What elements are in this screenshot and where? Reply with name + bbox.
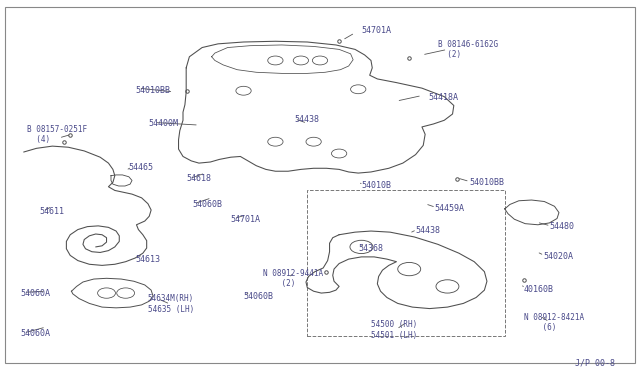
Text: 54701A: 54701A [231, 215, 260, 224]
Text: 54010BB: 54010BB [135, 86, 170, 94]
Text: 54459A: 54459A [435, 203, 465, 213]
Text: 54060B: 54060B [193, 200, 223, 209]
Text: B 08146-6162G
  (2): B 08146-6162G (2) [438, 40, 498, 59]
Text: 54400M: 54400M [148, 119, 178, 128]
Text: B 08157-0251F
  (4): B 08157-0251F (4) [27, 125, 87, 144]
Text: 54010BB: 54010BB [470, 178, 505, 187]
Text: 54060A: 54060A [20, 289, 51, 298]
Text: 54465: 54465 [129, 163, 154, 172]
Text: 54060B: 54060B [244, 292, 273, 301]
Text: N 08912-9441A
    (2): N 08912-9441A (2) [262, 269, 323, 288]
Text: 54438: 54438 [415, 226, 440, 235]
Text: N 08912-8421A
    (6): N 08912-8421A (6) [524, 313, 584, 332]
Text: 54368: 54368 [358, 244, 383, 253]
Text: 54701A: 54701A [362, 26, 392, 35]
Text: 54480: 54480 [549, 222, 575, 231]
Text: J/P 00-8: J/P 00-8 [575, 359, 615, 368]
Text: 54010B: 54010B [362, 182, 392, 190]
Text: 54060A: 54060A [20, 329, 51, 338]
Text: 54020A: 54020A [543, 251, 573, 261]
Text: 54438: 54438 [294, 115, 319, 124]
Text: 54611: 54611 [40, 207, 65, 217]
Text: 54500 (RH)
54501 (LH): 54500 (RH) 54501 (LH) [371, 320, 417, 340]
Text: 54613: 54613 [135, 255, 160, 264]
Text: 54418A: 54418A [428, 93, 458, 102]
Text: 54634M(RH)
54635 (LH): 54634M(RH) 54635 (LH) [148, 295, 194, 314]
Text: 40160B: 40160B [524, 285, 554, 294]
Text: 54618: 54618 [186, 174, 211, 183]
